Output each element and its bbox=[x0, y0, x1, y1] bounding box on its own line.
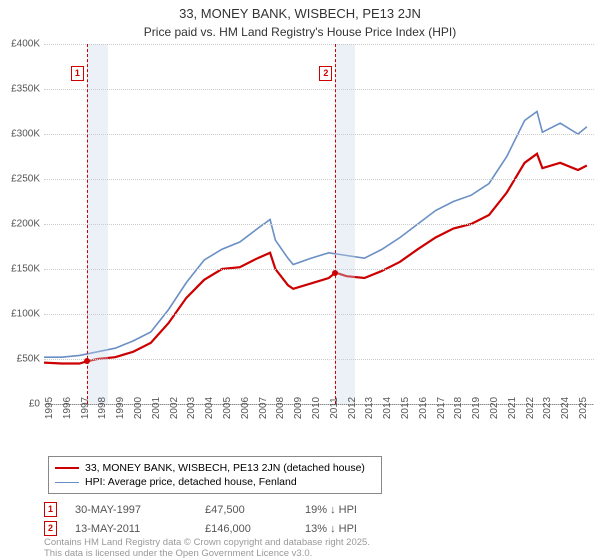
sale-vline bbox=[87, 44, 88, 404]
gridline bbox=[44, 314, 594, 315]
ytick-label: £150K bbox=[11, 264, 40, 275]
xtick-label: 2004 bbox=[204, 397, 215, 419]
xtick-label: 2013 bbox=[364, 397, 375, 419]
gridline bbox=[44, 134, 594, 135]
xtick-label: 2000 bbox=[133, 397, 144, 419]
sale-row: 2 13-MAY-2011£146,00013% ↓ HPI bbox=[44, 521, 425, 536]
xtick-label: 2025 bbox=[578, 397, 589, 419]
xtick-label: 1998 bbox=[97, 397, 108, 419]
sale-date: 30-MAY-1997 bbox=[75, 504, 205, 516]
sale-diff: 13% ↓ HPI bbox=[305, 523, 425, 535]
xtick-label: 2005 bbox=[222, 397, 233, 419]
ytick-label: £100K bbox=[11, 309, 40, 320]
ytick-label: £300K bbox=[11, 129, 40, 140]
xtick-label: 1995 bbox=[44, 397, 55, 419]
xtick-label: 2006 bbox=[240, 397, 251, 419]
legend-item: HPI: Average price, detached house, Fenl… bbox=[55, 475, 375, 489]
sale-marker-box: 1 bbox=[71, 66, 84, 81]
xtick-label: 2007 bbox=[258, 397, 269, 419]
ytick-label: £250K bbox=[11, 174, 40, 185]
sale-diff: 19% ↓ HPI bbox=[305, 504, 425, 516]
legend-item: 33, MONEY BANK, WISBECH, PE13 2JN (detac… bbox=[55, 461, 375, 475]
sale-records: 1 30-MAY-1997£47,50019% ↓ HPI 2 13-MAY-2011… bbox=[44, 498, 425, 536]
xtick-label: 2015 bbox=[400, 397, 411, 419]
xtick-label: 2014 bbox=[382, 397, 393, 419]
xtick-label: 2020 bbox=[489, 397, 500, 419]
xtick-label: 2023 bbox=[542, 397, 553, 419]
xtick-label: 2010 bbox=[311, 397, 322, 419]
xtick-label: 2017 bbox=[436, 397, 447, 419]
gridline bbox=[44, 269, 594, 270]
sale-price: £47,500 bbox=[205, 504, 305, 516]
ytick-label: £50K bbox=[17, 354, 40, 365]
sale-row-num: 2 bbox=[44, 521, 57, 536]
xtick-label: 2003 bbox=[186, 397, 197, 419]
chart-area: 12 £0£50K£100K£150K£200K£250K£300K£350K£… bbox=[4, 44, 596, 426]
xtick-label: 2001 bbox=[151, 397, 162, 419]
xtick-label: 2018 bbox=[453, 397, 464, 419]
series-property bbox=[44, 154, 587, 364]
xtick-label: 2022 bbox=[525, 397, 536, 419]
legend-label: HPI: Average price, detached house, Fenl… bbox=[85, 476, 297, 488]
chart-subtitle: Price paid vs. HM Land Registry's House … bbox=[0, 23, 600, 39]
ytick-label: £200K bbox=[11, 219, 40, 230]
sale-price: £146,000 bbox=[205, 523, 305, 535]
sale-row-num: 1 bbox=[44, 502, 57, 517]
sale-vline bbox=[335, 44, 336, 404]
xtick-label: 1999 bbox=[115, 397, 126, 419]
sale-point bbox=[84, 358, 90, 364]
xtick-label: 2012 bbox=[347, 397, 358, 419]
xtick-label: 1997 bbox=[80, 397, 91, 419]
gridline bbox=[44, 179, 594, 180]
ytick-label: £400K bbox=[11, 39, 40, 50]
gridline bbox=[44, 44, 594, 45]
xtick-label: 2016 bbox=[418, 397, 429, 419]
plot-area: 12 bbox=[44, 44, 594, 405]
attribution: Contains HM Land Registry data © Crown c… bbox=[44, 538, 370, 560]
legend: 33, MONEY BANK, WISBECH, PE13 2JN (detac… bbox=[48, 456, 382, 494]
ytick-label: £350K bbox=[11, 84, 40, 95]
sale-marker-box: 2 bbox=[319, 66, 332, 81]
gridline bbox=[44, 359, 594, 360]
xtick-label: 2024 bbox=[560, 397, 571, 419]
gridline bbox=[44, 89, 594, 90]
xtick-label: 2002 bbox=[169, 397, 180, 419]
legend-swatch bbox=[55, 482, 79, 483]
xtick-label: 2009 bbox=[293, 397, 304, 419]
xtick-label: 1996 bbox=[62, 397, 73, 419]
xtick-label: 2008 bbox=[275, 397, 286, 419]
sale-point bbox=[332, 270, 338, 276]
chart-container: 33, MONEY BANK, WISBECH, PE13 2JN Price … bbox=[0, 0, 600, 560]
xtick-label: 2019 bbox=[471, 397, 482, 419]
xtick-label: 2011 bbox=[329, 397, 340, 419]
sale-row: 1 30-MAY-1997£47,50019% ↓ HPI bbox=[44, 502, 425, 517]
xtick-label: 2021 bbox=[507, 397, 518, 419]
sale-date: 13-MAY-2011 bbox=[75, 523, 205, 535]
legend-swatch bbox=[55, 467, 79, 469]
footer-line-2: This data is licensed under the Open Gov… bbox=[44, 549, 370, 560]
ytick-label: £0 bbox=[29, 399, 40, 410]
series-hpi bbox=[44, 112, 587, 358]
chart-title: 33, MONEY BANK, WISBECH, PE13 2JN bbox=[0, 0, 600, 23]
gridline bbox=[44, 224, 594, 225]
legend-label: 33, MONEY BANK, WISBECH, PE13 2JN (detac… bbox=[85, 462, 365, 474]
